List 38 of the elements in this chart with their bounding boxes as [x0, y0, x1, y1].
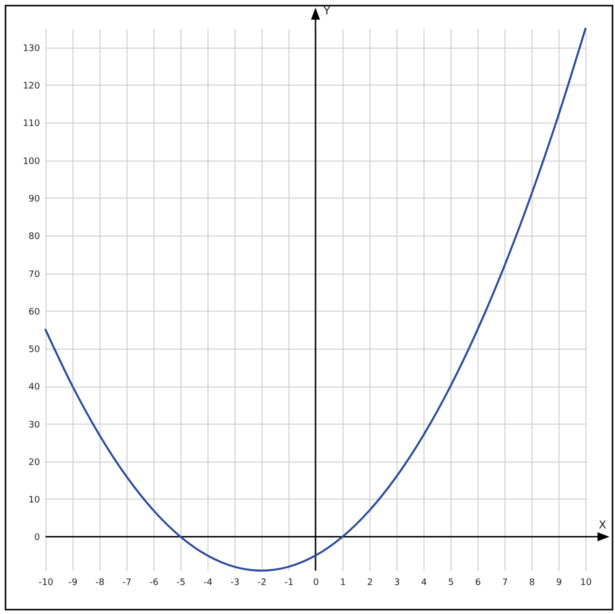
x-axis-title: X: [598, 518, 607, 532]
y-tick-label: 110: [22, 119, 40, 130]
y-tick-label: 0: [34, 533, 40, 544]
x-tick-label: 7: [502, 578, 508, 588]
x-tick-label: 1: [340, 578, 346, 588]
x-tick-label: -2: [258, 578, 266, 588]
y-tick-label: 90: [28, 194, 40, 204]
y-tick-label: 70: [28, 270, 40, 280]
x-tick-label: -1: [284, 578, 294, 588]
x-tick-label: 2: [367, 578, 373, 588]
y-tick-label: 100: [22, 156, 40, 167]
x-tick-label: 9: [556, 578, 562, 588]
x-tick-label: -3: [230, 578, 240, 588]
x-tick-label: -6: [150, 578, 159, 588]
x-tick-label: 10: [580, 578, 592, 588]
x-tick-label: -9: [68, 578, 78, 588]
x-tick-label: -7: [122, 578, 132, 588]
y-tick-label: 130: [22, 44, 40, 54]
x-tick-label: 4: [421, 578, 428, 588]
x-tick-label: -5: [176, 578, 186, 588]
y-tick-label: 60: [28, 307, 40, 318]
y-tick-label: 10: [28, 496, 40, 506]
y-tick-label: 120: [22, 82, 40, 92]
x-tick-label: 0: [313, 578, 320, 588]
y-tick-label: 20: [28, 458, 40, 468]
y-tick-label: 50: [28, 345, 40, 356]
x-tick-label: -4: [204, 578, 213, 588]
x-tick-label: 6: [475, 578, 482, 588]
y-tick-label: 80: [28, 232, 40, 242]
x-tick-label: 8: [529, 578, 536, 588]
x-tick-label: -8: [96, 578, 105, 588]
y-tick-label: 40: [28, 382, 40, 393]
x-tick-label: 5: [448, 578, 454, 588]
x-tick-label: -10: [38, 578, 54, 588]
line-series: [44, 28, 586, 572]
y-tick-label: 30: [28, 420, 40, 430]
x-tick-label: 3: [394, 578, 400, 588]
y-axis-title: Y: [322, 4, 330, 18]
